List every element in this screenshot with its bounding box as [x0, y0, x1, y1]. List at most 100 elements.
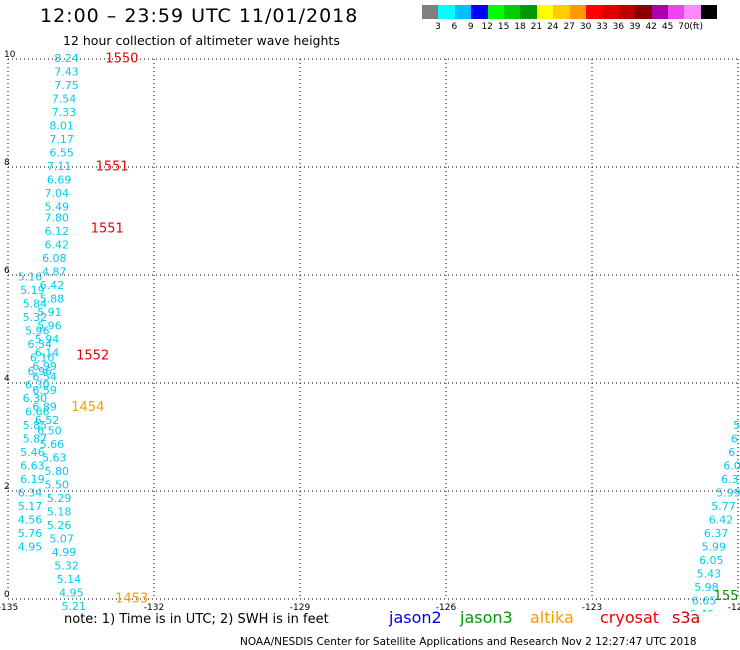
legend-label: 18 — [514, 22, 526, 32]
wave-height-point-altika: 6.30 — [25, 379, 50, 392]
wave-height-point-altika: 5.85 — [23, 419, 47, 432]
satellite-label-altika: altika — [530, 608, 574, 627]
legend-label: 30 — [579, 22, 592, 32]
wave-height-point-cryosat: 6.42 — [40, 279, 64, 292]
wave-height-point-altika: 6.54 — [27, 338, 52, 351]
wave-height-point-altika: 4.95 — [18, 541, 43, 554]
legend-label: 39 — [629, 22, 641, 32]
wave-height-point-jason3: 5 — [733, 419, 740, 432]
wave-height-point-cryosat: 5.96 — [37, 319, 62, 332]
wave-height-point-cryosat: 7.80 — [45, 211, 70, 224]
wave-height-point-cryosat: 5.21 — [62, 600, 87, 612]
wave-height-point-jason3: 5.99 — [716, 487, 740, 500]
legend-swatch — [586, 5, 603, 19]
legend-swatch — [602, 5, 619, 19]
legend-label: 36 — [612, 22, 625, 32]
wave-height-point-cryosat: 6.69 — [47, 174, 72, 187]
pass-time-label: 1550 — [105, 52, 138, 67]
wave-height-point-altika: 5.17 — [18, 500, 43, 513]
wave-height-point-cryosat: 7.43 — [54, 66, 79, 79]
wave-height-point-altika: 6.19 — [20, 473, 44, 486]
wave-height-point-jason3: 5.99 — [702, 541, 727, 554]
legend-swatch — [487, 5, 504, 19]
legend-swatch — [520, 5, 537, 19]
legend-swatch — [553, 5, 570, 19]
pass-time-label: 1453 — [115, 592, 148, 607]
wave-height-chart: -135-132-129-126-123-12002468108.247.437… — [0, 50, 740, 612]
legend-swatch — [438, 5, 455, 19]
wave-height-point-jason3: 6 — [731, 433, 738, 446]
legend-swatch — [618, 5, 636, 19]
y-tick-label: 6 — [4, 266, 10, 276]
legend-swatch — [471, 5, 488, 19]
wave-height-point-altika: 5.16 — [18, 271, 43, 284]
wave-height-point-jason3: 6.33 — [721, 473, 740, 486]
wave-height-point-cryosat: 5.50 — [45, 479, 70, 492]
y-tick-label: 8 — [4, 158, 10, 168]
wave-height-point-cryosat: 7.75 — [54, 79, 79, 92]
wave-height-point-cryosat: 7.17 — [49, 133, 74, 146]
legend-label: 27 — [563, 22, 575, 32]
wave-height-point-jason3: 5.98 — [694, 581, 719, 594]
wave-height-point-jason3: 6.2 — [728, 446, 740, 459]
legend-swatch — [651, 5, 668, 19]
wave-height-point-jason3: 6.46 — [689, 608, 714, 612]
wave-height-point-cryosat: 6.14 — [35, 346, 60, 359]
wave-height-point-cryosat: 4.87 — [42, 265, 67, 278]
wave-height-point-cryosat: 6.89 — [32, 400, 57, 413]
wave-height-point-cryosat: 5.32 — [54, 560, 79, 573]
wave-height-point-cryosat: 6.08 — [42, 252, 67, 265]
wave-height-point-altika: 6.66 — [25, 406, 50, 419]
wave-height-point-cryosat: 6.55 — [49, 147, 74, 160]
x-tick-label: -129 — [290, 603, 311, 612]
satellite-label-jason2: jason2 — [389, 608, 442, 627]
wave-height-point-cryosat: 5.91 — [37, 306, 62, 319]
credit-line: NOAA/NESDIS Center for Satellite Applica… — [240, 636, 697, 648]
wave-height-point-jason3: 5.43 — [697, 568, 722, 581]
legend-label: 3 — [435, 22, 441, 32]
wave-height-point-jason3: 5.77 — [711, 500, 736, 513]
legend-label: 9 — [467, 22, 474, 32]
wave-height-point-cryosat: 6.52 — [35, 414, 60, 427]
wave-height-point-cryosat: 7.11 — [47, 160, 72, 173]
page-subtitle: 12 hour collection of altimeter wave hei… — [63, 33, 340, 48]
legend-swatch — [668, 5, 685, 19]
wave-height-point-cryosat: 8.24 — [54, 52, 79, 65]
wave-height-point-cryosat: 5.88 — [40, 292, 64, 305]
wave-height-point-altika: 6.30 — [23, 392, 47, 405]
wave-height-point-cryosat: 5.26 — [47, 519, 72, 532]
wave-height-point-cryosat: 5.80 — [45, 465, 70, 478]
x-tick-label: -120 — [728, 603, 740, 612]
y-tick-label: 10 — [4, 50, 16, 60]
wave-height-point-altika: 5.46 — [20, 446, 44, 459]
wave-height-point-altika: 5.19 — [20, 284, 44, 297]
wave-height-point-altika: 6.10 — [30, 352, 55, 365]
y-tick-label: 4 — [4, 374, 10, 384]
legend-swatch — [569, 5, 586, 19]
wave-height-point-altika: 6.63 — [20, 460, 44, 473]
wave-height-point-jason3: 6.65 — [692, 595, 717, 608]
wave-height-point-cryosat: 6.12 — [45, 225, 70, 238]
legend-swatch — [454, 5, 472, 19]
legend-swatch — [536, 5, 554, 19]
legend-swatch — [700, 5, 718, 19]
legend-label: 12 — [481, 22, 493, 32]
x-tick-label: -135 — [0, 603, 18, 612]
wave-height-point-cryosat: 5.63 — [42, 452, 67, 465]
pass-time-label: 1454 — [71, 400, 104, 415]
legend-swatch — [422, 5, 439, 19]
wave-height-point-altika: 5.32 — [23, 311, 47, 324]
wave-height-point-altika: 6.96 — [27, 365, 52, 378]
wave-height-point-cryosat: 5.18 — [47, 506, 72, 519]
legend-swatch — [684, 5, 701, 19]
y-tick-label: 2 — [4, 482, 10, 492]
legend-label: 21 — [530, 22, 543, 32]
wave-height-point-jason3: 6.42 — [709, 514, 734, 527]
wave-height-point-cryosat: 7.54 — [52, 93, 77, 106]
wave-height-point-cryosat: 7.04 — [45, 187, 70, 200]
units-note: note: 1) Time is in UTC; 2) SWH is in fe… — [64, 612, 329, 627]
y-tick-label: 0 — [4, 590, 10, 600]
wave-height-point-altika: 5.87 — [23, 433, 47, 446]
legend-label: 42 — [645, 22, 657, 32]
pass-time-label: 1552 — [76, 349, 109, 364]
